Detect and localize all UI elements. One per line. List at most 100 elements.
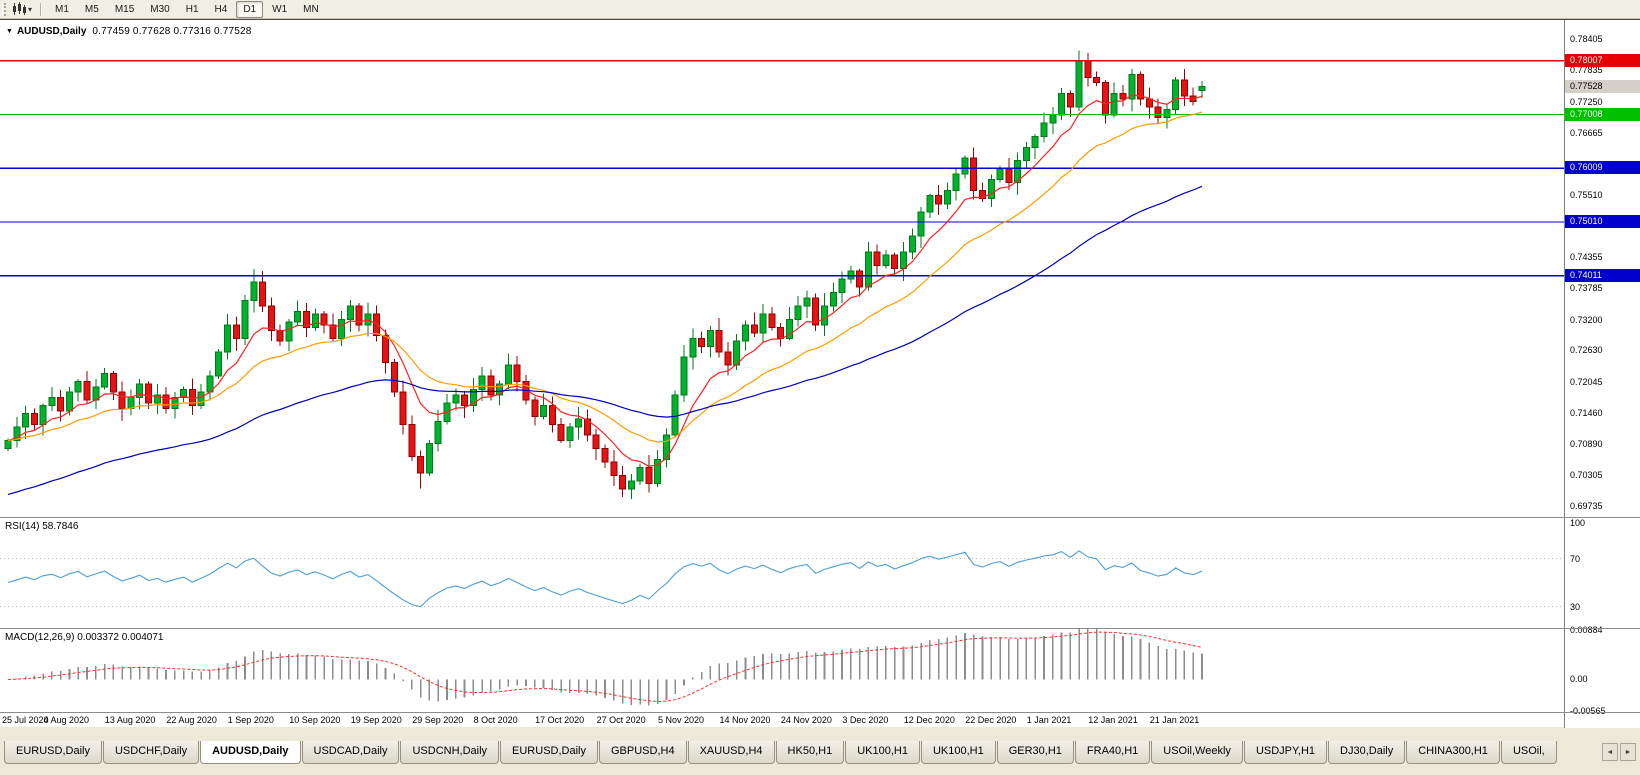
chart-tab-eurusd-daily-0[interactable]: EURUSD,Daily bbox=[4, 741, 102, 764]
chart-tab-usdcad-daily-3[interactable]: USDCAD,Daily bbox=[301, 741, 400, 764]
toolbar-separator bbox=[40, 2, 43, 16]
date-tick: 24 Nov 2020 bbox=[780, 715, 832, 725]
chart-tab-usoil-17[interactable]: USOil, bbox=[1500, 741, 1557, 764]
chart-context-arrow-icon[interactable]: ▼ bbox=[6, 28, 13, 35]
ma-fast-line bbox=[7, 94, 1203, 468]
timeframe-button-h4[interactable]: H4 bbox=[214, 3, 228, 15]
macd-axis-tick: -0.00565 bbox=[1570, 705, 1606, 716]
date-tick: 1 Jan 2021 bbox=[1026, 715, 1072, 725]
level-price-badge: 0.77008 bbox=[1565, 107, 1640, 121]
chart-tab-ger30-h1-11[interactable]: GER30,H1 bbox=[996, 741, 1074, 764]
rsi-label: RSI(14) 58.7846 bbox=[5, 521, 79, 532]
timeframe-button-d1[interactable]: D1 bbox=[236, 0, 264, 18]
date-tick: 22 Dec 2020 bbox=[965, 715, 1017, 725]
chart-title-ohlc: 0.77459 0.77628 0.77316 0.77528 bbox=[92, 26, 252, 37]
chart-tab-usoil-weekly-13[interactable]: USOil,Weekly bbox=[1151, 741, 1243, 764]
chart-tab-gbpusd-h4-6[interactable]: GBPUSD,H4 bbox=[599, 741, 687, 764]
toolbar-drag-handle[interactable] bbox=[2, 2, 6, 16]
timeframe-button-mn[interactable]: MN bbox=[303, 3, 319, 15]
date-tick: 25 Jul 2020 bbox=[2, 715, 49, 725]
panel-splitter[interactable] bbox=[0, 517, 1640, 518]
macd-label: MACD(12,26,9) 0.003372 0.004071 bbox=[5, 632, 164, 643]
date-tick: 3 Dec 2020 bbox=[842, 715, 889, 725]
chart-title-symbol: AUDUSD,Daily bbox=[16, 26, 87, 37]
current-price-badge: 0.77528 bbox=[1565, 79, 1640, 93]
chart-tab-eurusd-daily-5[interactable]: EURUSD,Daily bbox=[500, 741, 598, 764]
rsi-indicator-panel[interactable] bbox=[0, 518, 1564, 628]
date-tick: 5 Nov 2020 bbox=[658, 715, 705, 725]
chart-window: ▼ AUDUSD,Daily 0.77459 0.77628 0.77316 0.7… bbox=[0, 19, 1640, 728]
price-tick: 0.74355 bbox=[1570, 252, 1603, 263]
chart-title: ▼ AUDUSD,Daily 0.77459 0.77628 0.77316 0.7… bbox=[6, 26, 252, 37]
chart-tab-dj30-daily-15[interactable]: DJ30,Daily bbox=[1328, 741, 1406, 764]
price-tick: 0.77250 bbox=[1570, 96, 1603, 107]
timeframe-toolbar: ▾ M1 M5 M15 M30 H1 H4 D1 W1 MN bbox=[0, 0, 1640, 19]
ma-medium-line bbox=[7, 111, 1203, 443]
timeframe-button-m30[interactable]: M30 bbox=[150, 3, 170, 15]
chart-tab-fra40-h1-12[interactable]: FRA40,H1 bbox=[1074, 741, 1151, 764]
date-axis[interactable]: 25 Jul 2020 4 Aug 2020 13 Aug 2020 22 Aug 2… bbox=[0, 713, 1564, 728]
price-tick: 0.71460 bbox=[1570, 408, 1603, 419]
macd-histogram bbox=[15, 629, 1203, 706]
chart-tab-audusd-daily-2[interactable]: AUDUSD,Daily bbox=[200, 741, 301, 764]
chart-tab-usdchf-daily-1[interactable]: USDCHF,Daily bbox=[102, 741, 200, 764]
chart-tab-china300-h1-16[interactable]: CHINA300,H1 bbox=[1406, 741, 1500, 764]
price-tick: 0.72630 bbox=[1570, 345, 1603, 356]
tab-scroll-left-button[interactable]: ◄ bbox=[1602, 743, 1618, 761]
price-tick: 0.73785 bbox=[1570, 283, 1603, 293]
date-tick: 19 Sep 2020 bbox=[350, 715, 402, 725]
price-tick: 0.77835 bbox=[1570, 65, 1603, 75]
date-tick: 27 Oct 2020 bbox=[596, 715, 646, 725]
timeframe-button-m15[interactable]: M15 bbox=[114, 3, 135, 15]
price-tick: 0.78405 bbox=[1570, 34, 1603, 45]
chart-tab-xauusd-h4-7[interactable]: XAUUSD,H4 bbox=[687, 741, 775, 764]
candlestick-chart[interactable] bbox=[0, 20, 1564, 517]
macd-indicator-panel[interactable] bbox=[0, 629, 1564, 712]
chart-tab-uk100-h1-10[interactable]: UK100,H1 bbox=[920, 741, 996, 764]
rsi-axis-tick: 30 bbox=[1570, 601, 1581, 612]
date-tick: 29 Sep 2020 bbox=[412, 715, 464, 725]
price-tick: 0.70305 bbox=[1570, 470, 1603, 481]
chart-tabs-group: EURUSD,Daily USDCHF,Daily AUDUSD,Daily USDC… bbox=[4, 741, 1598, 764]
timeframe-button-w1[interactable]: W1 bbox=[272, 3, 288, 15]
date-tick: 12 Jan 2021 bbox=[1088, 715, 1138, 725]
timeframe-button-h1[interactable]: H1 bbox=[185, 3, 199, 15]
date-tick: 14 Nov 2020 bbox=[719, 715, 771, 725]
date-tick: 4 Aug 2020 bbox=[43, 715, 90, 725]
panel-splitter bbox=[0, 712, 1640, 713]
price-tick: 0.69735 bbox=[1570, 501, 1603, 511]
ma-slow-line bbox=[7, 185, 1203, 495]
rsi-axis-tick: 100 bbox=[1570, 517, 1586, 528]
chart-tab-usdcnh-daily-4[interactable]: USDCNH,Daily bbox=[400, 741, 500, 764]
candlestick-chart-icon[interactable] bbox=[10, 2, 28, 17]
date-tick: 12 Dec 2020 bbox=[903, 715, 955, 725]
rsi-axis-tick: 70 bbox=[1570, 553, 1581, 564]
chart-tab-usdjpy-h1-14[interactable]: USDJPY,H1 bbox=[1243, 741, 1328, 764]
level-price-badge: 0.76009 bbox=[1565, 161, 1640, 175]
date-tick: 17 Oct 2020 bbox=[535, 715, 585, 725]
chart-tab-bar: EURUSD,Daily USDCHF,Daily AUDUSD,Daily USDC… bbox=[0, 727, 1640, 775]
timeframe-button-m5[interactable]: M5 bbox=[84, 3, 99, 15]
tab-scroll-buttons: ◄ ► bbox=[1602, 743, 1636, 761]
date-tick: 21 Jan 2021 bbox=[1149, 715, 1200, 725]
macd-axis-tick: 0.00 bbox=[1570, 674, 1588, 685]
timeframe-button-m1[interactable]: M1 bbox=[55, 3, 69, 15]
date-tick: 1 Sep 2020 bbox=[227, 715, 274, 725]
chart-type-dropdown-caret-icon[interactable]: ▾ bbox=[28, 4, 33, 14]
level-price-badge: 0.74011 bbox=[1565, 268, 1640, 282]
price-tick: 0.72045 bbox=[1570, 376, 1603, 387]
price-tick: 0.76665 bbox=[1570, 128, 1603, 138]
timeframe-buttons-group: M1 M5 M15 M30 H1 H4 D1 W1 MN bbox=[47, 0, 327, 18]
price-scale[interactable]: 0.78405 0.77835 0.77250 0.76665 0.75510 0.743… bbox=[1564, 20, 1640, 728]
candles-group bbox=[4, 50, 1206, 499]
candlestick-chart-icon-glyph bbox=[13, 2, 26, 15]
price-tick: 0.75510 bbox=[1570, 190, 1603, 201]
date-tick: 22 Aug 2020 bbox=[166, 715, 217, 725]
chart-tab-uk100-h1-9[interactable]: UK100,H1 bbox=[845, 741, 920, 764]
rsi-line bbox=[7, 550, 1203, 608]
panel-splitter[interactable] bbox=[0, 628, 1640, 629]
chart-tab-hk50-h1-8[interactable]: HK50,H1 bbox=[775, 741, 845, 764]
price-tick: 0.73200 bbox=[1570, 314, 1603, 325]
level-price-badge: 0.75010 bbox=[1565, 215, 1640, 229]
tab-scroll-right-button[interactable]: ► bbox=[1620, 743, 1636, 761]
